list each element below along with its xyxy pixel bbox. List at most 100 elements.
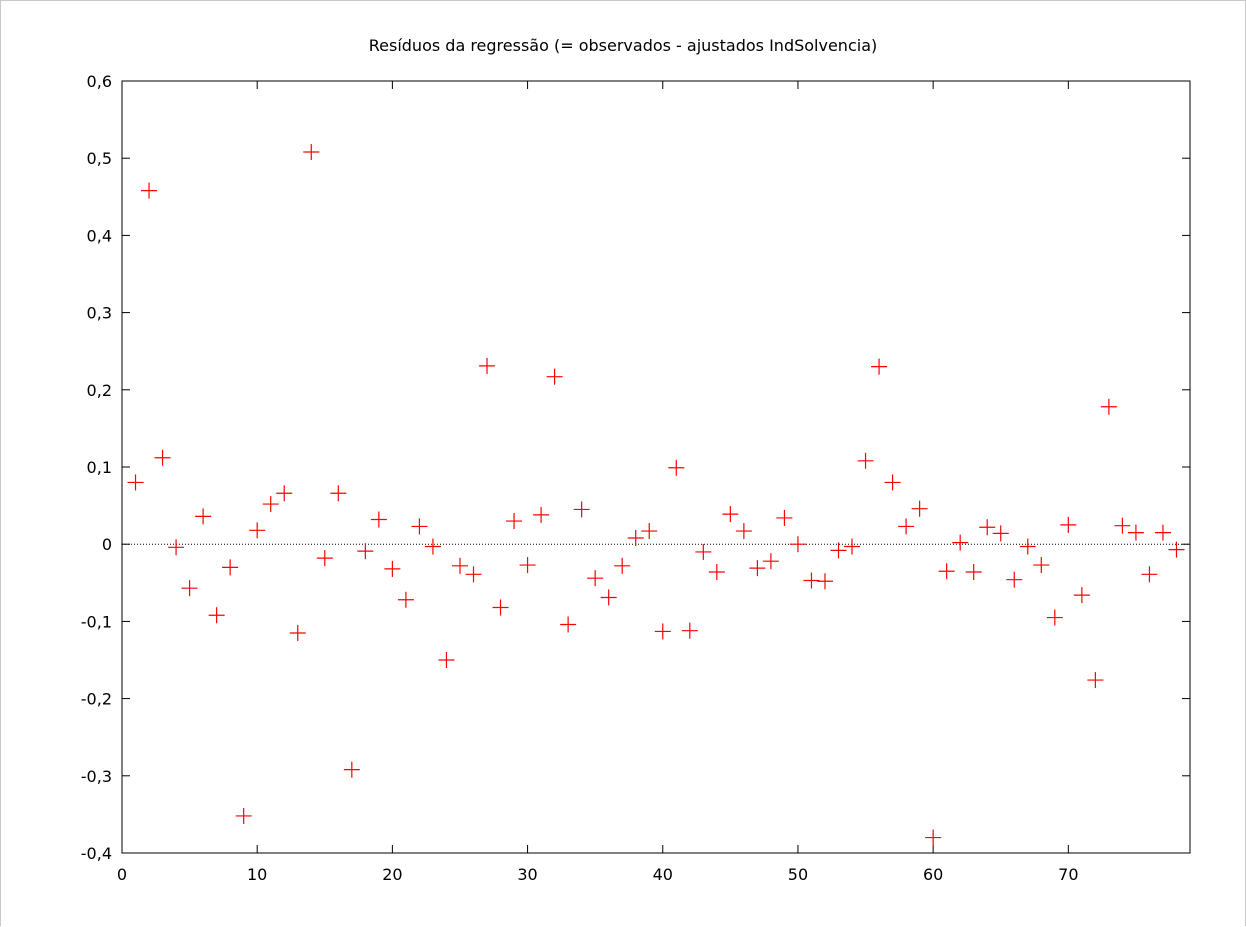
data-point [992,525,1009,542]
plot-area [121,80,1191,854]
axis-ticks [121,80,1190,854]
data-point [533,506,550,523]
data-point [438,652,455,668]
data-point [330,485,347,502]
data-point [911,500,928,517]
data-point [722,506,739,523]
chart-title: Resíduos da regressão (= observados - aj… [368,36,878,55]
data-point [506,513,523,530]
data-point [560,616,577,633]
data-point [235,807,252,824]
data-point [451,557,468,574]
x-tick-label: 10 [247,865,267,884]
data-points [127,144,1185,846]
data-point [600,589,617,606]
data-point [1100,398,1117,415]
data-point [195,508,212,525]
data-point [1087,672,1104,689]
data-point [222,559,239,576]
data-point [384,560,401,577]
data-point [154,449,171,466]
data-point [803,572,820,589]
data-point [208,607,225,624]
data-point [1114,517,1131,534]
x-tick-label: 30 [517,865,537,884]
data-point [871,358,888,375]
data-point [1019,538,1036,555]
data-point [370,511,387,528]
data-point [938,563,955,580]
data-point [681,622,698,639]
data-point [1168,541,1185,558]
data-point [762,553,779,570]
data-point [614,557,631,574]
data-point [830,542,847,559]
data-point [343,761,360,778]
data-point [1154,524,1171,541]
data-point [898,518,915,535]
data-point [816,573,833,590]
data-point [127,474,144,491]
y-tick-label: 0,1 [87,458,112,477]
data-point [168,539,185,556]
data-point [316,550,333,567]
data-point [857,452,874,469]
data-point [276,485,293,502]
data-point [424,538,441,555]
y-tick-label: -0,4 [81,844,112,863]
data-point [1073,587,1090,604]
data-point [587,570,604,587]
data-point [641,523,658,540]
data-point [411,518,428,535]
data-point [884,474,901,491]
data-point [1127,524,1144,541]
y-tick-label: 0,6 [87,72,112,91]
data-point [952,534,969,551]
x-tick-label: 20 [382,865,402,884]
x-tick-label: 60 [923,865,943,884]
data-point [627,530,644,547]
data-point [519,557,536,574]
data-point [479,357,496,374]
data-point [979,519,996,536]
y-tick-label: -0,1 [81,612,112,631]
data-point [546,368,563,385]
x-tick-label: 70 [1058,865,1078,884]
x-tick-label: 50 [788,865,808,884]
data-point [1060,516,1077,533]
data-point [181,580,198,597]
data-point [141,182,158,199]
axis-tick-labels: -0,4 -0,3 -0,2 -0,1 0 0,1 0,2 0,3 0,4 0,5 0,6 0 10 20… [81,72,1079,884]
y-tick-label: -0,2 [81,690,112,709]
data-point [573,501,590,518]
data-point [1033,557,1050,574]
data-point [749,560,766,577]
y-tick-label: 0,2 [87,381,112,400]
data-point [708,563,725,580]
data-point [289,624,306,641]
data-point [357,543,374,560]
data-point [695,543,712,560]
data-point [465,566,482,583]
data-point [303,144,320,161]
data-point [397,591,414,608]
y-tick-label: 0,5 [87,149,112,168]
data-point [249,522,266,539]
data-point [844,538,861,555]
data-point [668,459,685,476]
y-tick-label: -0,3 [81,767,112,786]
data-point [776,509,793,526]
x-tick-label: 40 [653,865,673,884]
data-point [735,523,752,540]
data-point [925,829,942,846]
data-point [654,623,671,640]
data-point [1141,566,1158,583]
data-point [1006,571,1023,588]
y-tick-label: 0 [102,535,112,554]
data-point [262,496,279,513]
data-point [965,563,982,580]
data-point [789,536,806,553]
data-point [492,599,509,616]
y-tick-label: 0,4 [87,226,112,245]
